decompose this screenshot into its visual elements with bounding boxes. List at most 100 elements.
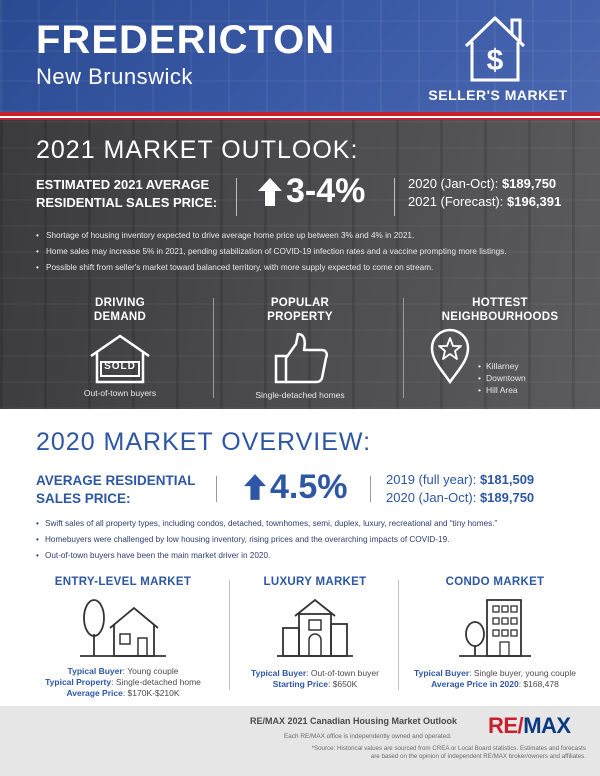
condo-market-column: CONDO MARKET Typical Buyer: Single buyer… [400, 576, 590, 690]
list-item: Shortage of housing inventory expected t… [36, 228, 576, 244]
sold-sign: SOLD [104, 361, 136, 372]
column-heading: CONDO MARKET [445, 576, 545, 588]
overview-2019-price: 2019 (full year): $181,509 [386, 472, 534, 487]
divider [370, 476, 371, 502]
luxury-house-icon [277, 598, 353, 657]
header-stripe [0, 116, 600, 118]
footer-source-note: are based on the opinion of independent … [370, 753, 586, 760]
label-line: SALES PRICE: [36, 491, 131, 506]
thumbs-up-icon [274, 332, 329, 384]
divider [236, 178, 237, 216]
outlook-change-percent: 3-4% [286, 172, 366, 210]
column-heading: POPULAR [270, 297, 330, 309]
column-divider [229, 580, 230, 690]
popular-property-column: POPULAR PROPERTY Single-detached homes [240, 296, 360, 400]
list-item: Swift sales of all property types, inclu… [36, 516, 576, 532]
line-label: Starting Price [272, 679, 328, 689]
column-heading: ENTRY-LEVEL MARKET [54, 576, 192, 588]
column-divider [403, 298, 404, 398]
price-label: 2021 (Forecast): [408, 194, 507, 209]
logo-part: RE/ [488, 713, 524, 738]
line-value: : Young couple [122, 666, 179, 676]
column-heading: DEMAND [93, 311, 147, 323]
neighbourhood-list: Killarney Downtown Hill Area [478, 360, 526, 396]
line-value: : $168,478 [518, 679, 559, 689]
entry-level-market-column: ENTRY-LEVEL MARKET Typical Buyer: Young … [30, 576, 216, 699]
list-item: Hill Area [478, 384, 526, 396]
column-divider [213, 298, 214, 398]
city-title: FREDERICTON [36, 18, 336, 62]
column-caption: Single-detached homes [255, 390, 345, 400]
market-type-badge: SELLER'S MARKET [428, 87, 568, 103]
outlook-section: 2021 MARKET OUTLOOK: ESTIMATED 2021 AVER… [0, 120, 600, 409]
line-label: Typical Buyer [251, 668, 307, 678]
list-item: Possible shift from seller's market towa… [36, 260, 576, 276]
column-heading: LUXURY MARKET [263, 576, 367, 588]
outlook-title: 2021 MARKET OUTLOOK: [36, 136, 359, 164]
footer-title: RE/MAX 2021 Canadian Housing Market Outl… [250, 716, 458, 726]
header-banner: FREDERICTON New Brunswick $ SELLER'S MAR… [0, 0, 600, 112]
outlook-2020-price: 2020 (Jan-Oct): $189,750 [408, 176, 556, 191]
condo-building-icon [459, 599, 531, 657]
outlook-bullet-list: Shortage of housing inventory expected t… [36, 228, 576, 276]
line-value: : Out-of-town buyer [306, 668, 379, 678]
typical-buyer-line: Typical Buyer: Single buyer, young coupl… [400, 668, 590, 679]
house-dollar-icon: $ [464, 16, 526, 82]
header-texture [0, 0, 600, 112]
house-tree-icon [80, 599, 166, 657]
header-stripe [0, 112, 600, 116]
price-label: 2020 (Jan-Oct): [386, 490, 480, 505]
price-value: $189,750 [501, 176, 557, 191]
arrow-up-icon [258, 178, 282, 206]
column-caption: Out-of-town buyers [83, 388, 157, 398]
line-label: Average Price in 2020 [431, 679, 519, 689]
svg-text:$: $ [487, 44, 504, 77]
price-label: 2020 (Jan-Oct): [408, 176, 502, 191]
line-label: Typical Buyer [414, 668, 470, 678]
line-value: : Single buyer, young couple [469, 668, 576, 678]
line-value: : Single-detached home [111, 677, 201, 687]
column-heading: NEIGHBOURHOODS [441, 311, 559, 323]
list-item: Home sales may increase 5% in 2021, pend… [36, 244, 576, 260]
header-stripe [0, 118, 600, 120]
map-pin-star-icon [430, 328, 470, 384]
overview-avg-label: AVERAGE RESIDENTIAL SALES PRICE: [36, 472, 226, 508]
column-heading: PROPERTY [267, 311, 333, 323]
outlook-estimate-label: ESTIMATED 2021 AVERAGE RESIDENTIAL SALES… [36, 177, 218, 210]
outlook-2021-price: 2021 (Forecast): $196,391 [408, 194, 561, 209]
line-value: : $170K-$210K [122, 688, 180, 698]
average-price-line: Average Price: $170K-$210K [30, 688, 216, 699]
price-value: $181,509 [479, 472, 535, 487]
price-value: $189,750 [479, 490, 535, 505]
line-label: Typical Buyer [67, 666, 123, 676]
label-line: AVERAGE RESIDENTIAL [36, 473, 196, 488]
luxury-market-column: LUXURY MARKET Typical Buyer: Out-of-town… [236, 576, 394, 690]
house-sold-icon [90, 334, 150, 384]
footer-source-note: *Source: Historical values are sourced f… [311, 745, 586, 752]
typical-buyer-line: Typical Buyer: Out-of-town buyer [236, 668, 394, 679]
remax-logo: RE/MAX [488, 713, 571, 739]
column-heading: DRIVING [94, 297, 146, 309]
logo-part: MAX [523, 713, 571, 738]
typical-property-line: Typical Property: Single-detached home [30, 677, 216, 688]
average-price-line: Average Price in 2020: $168,478 [400, 679, 590, 690]
overview-title: 2020 MARKET OVERVIEW: [36, 428, 372, 456]
list-item: Downtown [478, 372, 526, 384]
divider [216, 476, 217, 502]
line-label: Typical Property [45, 677, 112, 687]
footer-disclaimer: Each RE/MAX office is independently owne… [284, 733, 452, 740]
column-heading: HOTTEST [472, 297, 528, 309]
list-item: Killarney [478, 360, 526, 372]
driving-demand-column: DRIVING DEMAND SOLD Out-of-town buyers [60, 296, 180, 398]
arrow-up-icon [244, 474, 266, 500]
overview-change-percent: 4.5% [270, 468, 348, 506]
footer [0, 706, 600, 776]
list-item: Homebuyers were challenged by low housin… [36, 532, 576, 548]
overview-bullet-list: Swift sales of all property types, inclu… [36, 516, 576, 564]
overview-2020-price: 2020 (Jan-Oct): $189,750 [386, 490, 534, 505]
divider [394, 178, 395, 216]
price-value: $196,391 [507, 194, 562, 209]
typical-buyer-line: Typical Buyer: Young couple [30, 666, 216, 677]
province-subtitle: New Brunswick [36, 64, 193, 89]
column-divider [398, 580, 399, 690]
